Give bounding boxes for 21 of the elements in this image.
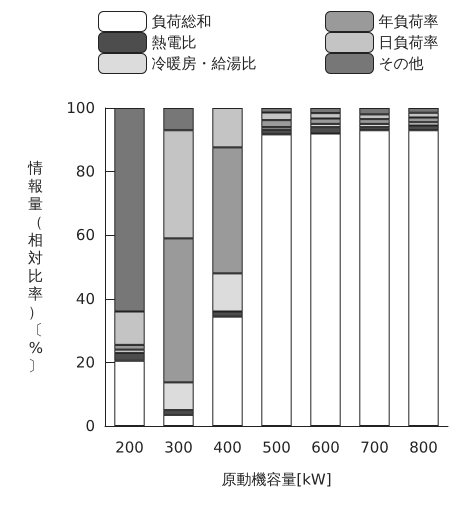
x-tick-label: 800 xyxy=(409,438,438,456)
legend-label: その他 xyxy=(378,54,424,72)
x-tick-label: 200 xyxy=(115,438,144,456)
y-tick-label: 100 xyxy=(66,99,95,117)
y-tick-label: 0 xyxy=(85,417,95,435)
x-tick-label: 600 xyxy=(311,438,340,456)
legend-label: 日負荷率 xyxy=(378,34,438,52)
legend-label: 年負荷率 xyxy=(378,12,438,30)
legend-label: 熱電比 xyxy=(152,34,196,52)
x-tick-label: 300 xyxy=(164,438,193,456)
text: 情報量（相対比率）〔%〕 xyxy=(28,159,43,375)
x-tick-label: 400 xyxy=(213,438,242,456)
legend-label: 冷暖房・給湯比 xyxy=(152,54,256,72)
y-tick-label: 60 xyxy=(76,226,95,244)
legend-label: 負荷総和 xyxy=(152,12,212,30)
y-tick-label: 80 xyxy=(76,162,95,181)
x-axis-title: 原動機容量[kW] xyxy=(221,470,332,488)
x-tick-label: 700 xyxy=(360,438,389,456)
y-tick-label: 20 xyxy=(76,353,95,372)
y-tick-label: 40 xyxy=(76,290,95,308)
x-tick-label: 500 xyxy=(262,438,291,456)
